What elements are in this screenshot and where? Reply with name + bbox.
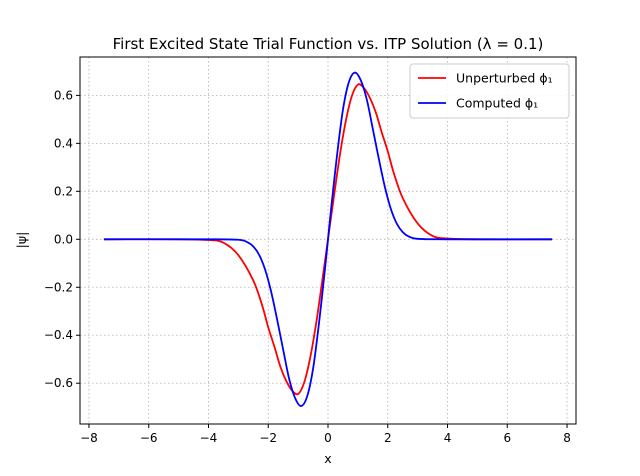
y-axis-label: |ψ| [14,232,29,249]
x-tick-label: −2 [259,431,277,445]
y-tick-label: −0.6 [44,376,73,390]
legend-label-computed: Computed ϕ₁ [456,96,538,111]
chart-title: First Excited State Trial Function vs. I… [113,35,544,53]
x-tick-label: 2 [384,431,392,445]
series-line-computed [103,71,553,407]
x-tick-label: 8 [563,431,571,445]
legend-label-unperturbed: Unperturbed ϕ₁ [456,71,553,86]
y-tick-label: −0.2 [44,280,73,294]
legend: Unperturbed ϕ₁ Computed ϕ₁ [409,63,570,119]
x-tick-label: −6 [140,431,158,445]
y-tick-label: −0.4 [44,328,73,342]
plot-lines [103,71,553,407]
x-axis-label: x [324,451,331,466]
x-tick-label: 4 [444,431,452,445]
y-tick-label: 0.6 [54,88,73,102]
x-tick-label: −8 [80,431,98,445]
axis-ticks: −8 −6 −4 −2 0 2 4 6 8 −0.6 −0.4 −0.2 0.0 0.2 0.4 0.6 [44,88,571,445]
y-tick-label: 0.2 [54,184,73,198]
x-tick-label: −4 [200,431,218,445]
legend-box [409,63,570,119]
x-tick-label: 6 [503,431,511,445]
y-tick-label: 0.0 [54,232,73,246]
y-tick-label: 0.4 [54,136,73,150]
x-tick-label: 0 [324,431,332,445]
